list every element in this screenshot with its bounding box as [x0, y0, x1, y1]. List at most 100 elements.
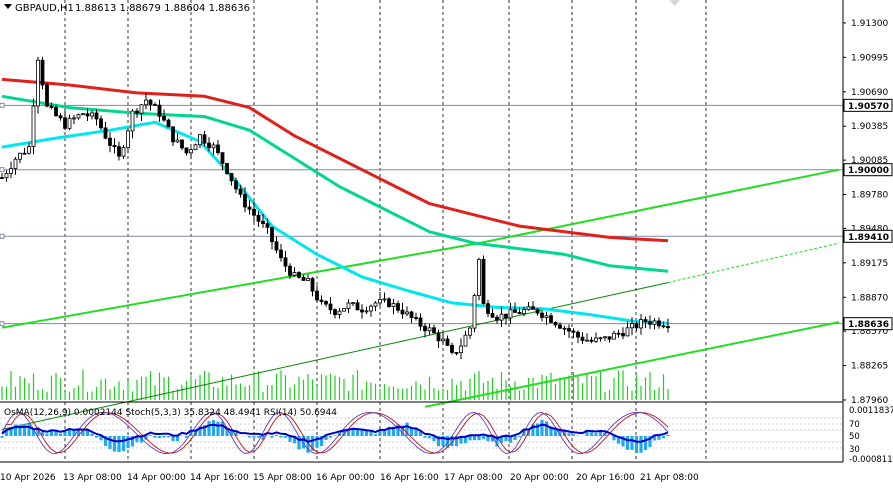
price-tag-1: 1.90000 [848, 166, 889, 176]
osma-bar [545, 421, 548, 436]
level-anchor-0[interactable] [0, 103, 4, 107]
candle-body [230, 173, 233, 180]
candle-body [667, 326, 670, 327]
candle-body [163, 116, 166, 120]
candle-body [595, 338, 598, 341]
candle-body [383, 299, 386, 300]
candle-body [446, 339, 449, 345]
candle-body [14, 159, 17, 168]
candle-body [158, 105, 161, 116]
candle-body [577, 332, 580, 337]
candle-body [217, 145, 220, 153]
candle-body [23, 153, 26, 154]
candle-body [82, 114, 85, 115]
candle-body [244, 194, 247, 207]
candle-body [559, 325, 562, 328]
osma-bar [518, 436, 521, 437]
candle-body [154, 104, 157, 105]
candle-body [460, 346, 463, 353]
price-tick-label-0: 1.91300 [851, 19, 888, 29]
candle-body [316, 291, 319, 300]
candle-body [554, 322, 557, 325]
candle-body [442, 339, 445, 341]
candle-body [536, 309, 539, 313]
candle-body [473, 296, 476, 328]
osma-bar [383, 430, 386, 436]
candle-body [1, 178, 4, 179]
candle-body [275, 242, 278, 250]
level-anchor-2[interactable] [0, 234, 4, 238]
candle-body [550, 316, 553, 323]
candle-body [203, 135, 206, 143]
price-tick-label-5: 1.89780 [851, 191, 888, 201]
candle-body [118, 147, 121, 157]
osma-bar [171, 436, 174, 441]
price-tick-label-7: 1.89175 [851, 259, 888, 269]
candle-body [527, 307, 530, 310]
candle-body [329, 304, 332, 310]
candle-body [662, 326, 665, 327]
candle-body [608, 337, 611, 339]
candle-body [50, 106, 53, 107]
osma-bar [657, 436, 660, 440]
osma-bar [644, 436, 647, 450]
osma-bar [279, 436, 282, 437]
candle-body [338, 311, 341, 314]
osma-bar [374, 434, 377, 436]
candle-body [262, 221, 265, 223]
candle-body [590, 340, 593, 341]
candle-body [266, 224, 269, 228]
candle-body [604, 337, 607, 338]
candle-body [86, 114, 89, 116]
osma-bar [486, 436, 489, 441]
osma-bar [284, 436, 287, 438]
osma-bar [635, 436, 638, 453]
osma-bar [333, 435, 336, 436]
candle-body [343, 309, 346, 312]
level-anchor-1[interactable] [0, 168, 4, 172]
price-tick-label-3: 1.90385 [851, 122, 888, 132]
time-tick-label-3: 14 Apr 16:00 [190, 473, 249, 483]
time-tick-label-1: 13 Apr 08:00 [63, 473, 122, 483]
candle-body [388, 299, 391, 307]
osma-bar [482, 436, 485, 439]
candle-body [401, 310, 404, 314]
candle-body [635, 324, 638, 328]
osma-bar [149, 435, 152, 436]
candle-body [518, 312, 521, 313]
osma-bar [108, 436, 111, 449]
candle-body [19, 153, 22, 159]
candle-body [455, 352, 458, 353]
candle-body [194, 145, 197, 150]
osma-bar [626, 436, 629, 450]
osma-bar [63, 432, 66, 436]
osma-bar [662, 436, 665, 438]
candle-body [10, 169, 13, 174]
candle-body [320, 300, 323, 301]
candle-body [136, 111, 139, 113]
level-anchor-3[interactable] [0, 322, 4, 326]
osma-bar [45, 433, 48, 436]
candle-body [658, 321, 661, 326]
osma-bar [95, 436, 98, 438]
candle-body [437, 333, 440, 341]
candle-body [311, 278, 314, 291]
osma-bar [594, 433, 597, 436]
osma-bar [117, 436, 120, 452]
candle-body [424, 326, 427, 331]
candle-body [433, 328, 436, 333]
candle-body [487, 304, 490, 314]
candle-body [307, 278, 310, 280]
candle-body [5, 174, 8, 178]
price-tag-2: 1.89410 [848, 233, 889, 243]
candle-body [235, 181, 238, 189]
osma-bar [365, 431, 368, 436]
candle-body [514, 310, 517, 313]
candle-body [127, 131, 130, 148]
osma-bar [473, 436, 476, 440]
candle-body [109, 138, 112, 145]
candle-body [505, 314, 508, 318]
candle-body [581, 337, 584, 340]
